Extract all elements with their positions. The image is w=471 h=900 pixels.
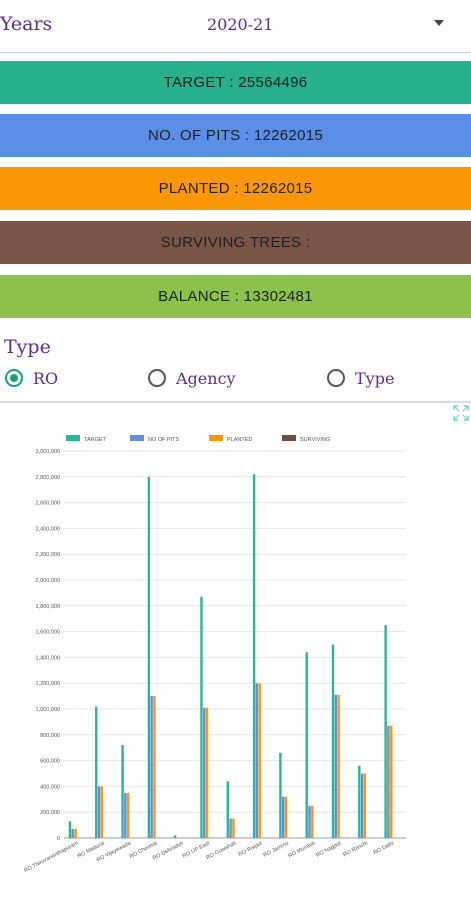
- radio-label-ro: RO: [33, 368, 59, 388]
- bar: [229, 818, 232, 838]
- bar: [311, 805, 314, 838]
- legend-label: NO OF PITS: [148, 437, 180, 443]
- y-tick-label: 400,000: [40, 784, 60, 790]
- y-tick-label: 2,400,000: [36, 526, 60, 532]
- bar: [358, 765, 361, 838]
- bar: [305, 652, 308, 838]
- x-tick-label: RO Nagpur: [315, 840, 343, 858]
- x-tick-label: RO Thiruvananthapuram: [23, 840, 80, 874]
- bar: [337, 694, 340, 838]
- radio-ro[interactable]: RO: [5, 366, 58, 390]
- bar: [200, 596, 203, 838]
- radio-agency[interactable]: Agency: [148, 366, 236, 390]
- bar: [126, 792, 130, 838]
- fullscreen-icon[interactable]: [453, 405, 469, 421]
- radio-unchecked-icon[interactable]: [148, 369, 166, 387]
- bar: [363, 773, 367, 838]
- legend-swatch: [282, 435, 296, 441]
- bar: [95, 706, 98, 838]
- bar: [71, 828, 74, 838]
- bar: [390, 725, 393, 838]
- bar: [150, 696, 153, 838]
- bar: [97, 786, 101, 838]
- y-tick-label: 1,000,000: [36, 707, 60, 713]
- y-tick-label: 0: [57, 836, 60, 842]
- bar: [255, 683, 259, 838]
- radio-unchecked-icon[interactable]: [327, 369, 345, 387]
- legend-label: TARGET: [84, 437, 107, 443]
- y-tick-label: 2,000,000: [36, 578, 60, 584]
- years-dropdown[interactable]: Years 2020-21: [0, 0, 471, 53]
- bar: [360, 773, 364, 838]
- y-tick-label: 1,200,000: [36, 681, 60, 687]
- planted-banner: PLANTED : 12262015: [0, 167, 471, 210]
- radio-label-agency: Agency: [176, 368, 236, 388]
- bar: [258, 683, 261, 838]
- bar: [121, 745, 124, 838]
- bar: [226, 781, 229, 838]
- legend-label: PLANTED: [227, 437, 252, 443]
- bar: [68, 821, 72, 838]
- y-tick-label: 200,000: [40, 810, 60, 816]
- bar: [100, 786, 104, 838]
- bar: [384, 625, 387, 838]
- x-tick-label: RO Ranchi: [342, 840, 369, 858]
- balance-banner: BALANCE : 13302481: [0, 275, 471, 318]
- x-tick-label: RO Guwahati: [205, 840, 237, 861]
- y-tick-label: 2,600,000: [36, 501, 60, 507]
- bar: [334, 694, 338, 838]
- y-tick-label: 1,800,000: [36, 604, 60, 610]
- bar: [124, 792, 127, 838]
- y-tick-label: 1,400,000: [36, 655, 60, 661]
- type-label: Type: [4, 336, 51, 358]
- y-tick-label: 1,600,000: [36, 630, 60, 636]
- legend-swatch: [209, 435, 223, 441]
- bar: [279, 752, 282, 838]
- bar: [284, 796, 288, 838]
- legend-swatch: [130, 435, 144, 441]
- x-tick-label: RO Raipur: [238, 840, 264, 858]
- bar: [173, 835, 177, 838]
- y-tick-label: 800,000: [40, 733, 60, 739]
- radio-label-type: Type: [355, 368, 395, 388]
- radio-type[interactable]: Type: [327, 366, 394, 390]
- years-label: Years: [0, 13, 53, 35]
- legend-label: SURVIVING: [300, 437, 330, 443]
- bar: [232, 818, 235, 838]
- bar: [308, 805, 311, 838]
- y-tick-label: 2,800,000: [36, 475, 60, 481]
- bar-chart: 0 200,000 400,000 600,000 800,000 1,000,000 1,…: [23, 435, 406, 874]
- y-tick-label: 2,200,000: [36, 552, 60, 558]
- x-tick-label: RO Delhi: [373, 840, 396, 856]
- surviving-banner: SURVIVING TREES :: [0, 221, 471, 264]
- bar: [203, 707, 206, 838]
- y-tick-label: 600,000: [40, 759, 60, 765]
- legend-swatch: [66, 435, 80, 441]
- bar: [331, 644, 335, 838]
- divider: [0, 401, 471, 403]
- dropdown-caret-icon[interactable]: [434, 20, 444, 26]
- target-banner: TARGET : 25564496: [0, 61, 471, 104]
- bar: [252, 474, 256, 838]
- pits-banner: NO. OF PITS : 12262015: [0, 114, 471, 157]
- bar: [153, 696, 156, 838]
- x-tick-label: RO Jammu: [262, 840, 289, 858]
- x-tick-label: RO Mumbai: [287, 840, 316, 859]
- y-tick-label: 3,000,000: [36, 449, 60, 455]
- bar: [281, 796, 285, 838]
- selected-year[interactable]: 2020-21: [207, 15, 274, 34]
- bar: [387, 725, 390, 838]
- radio-checked-icon[interactable]: [5, 369, 23, 387]
- bar: [74, 828, 77, 838]
- bar: [147, 476, 151, 838]
- bar: [205, 707, 209, 838]
